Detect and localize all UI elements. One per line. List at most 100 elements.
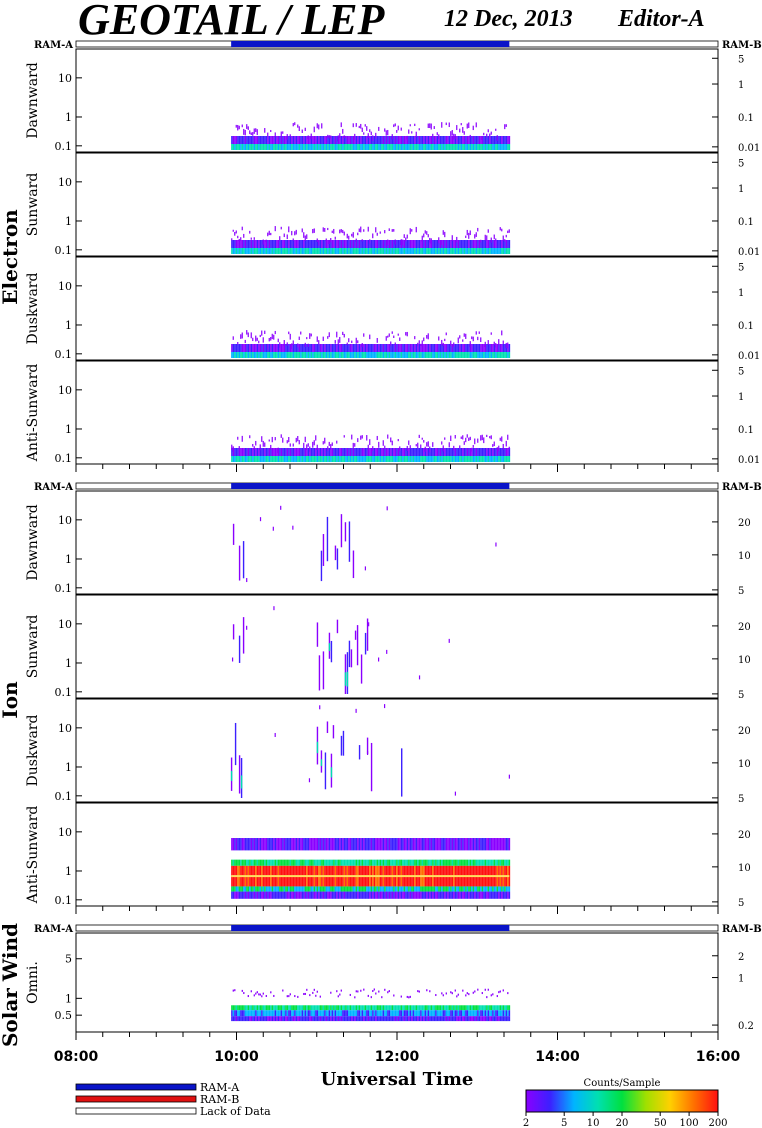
electron-panel-sunward: 10 1 0.1 5 1 0.1 0.01 Sunward — [25, 152, 760, 258]
panel-frame — [75, 698, 719, 803]
time-axis-ion — [75, 905, 719, 914]
mode-label-left: RAM-A — [34, 482, 73, 493]
mode-label-right: RAM-B — [722, 924, 762, 935]
left-tick-label: 0.1 — [55, 686, 73, 699]
solar-wind-panel-omni-: 5 1 0.5 2 1 0.2 Omni. — [25, 932, 754, 1033]
right-tick-label: 10 — [738, 551, 751, 562]
spectrogram-data — [231, 122, 511, 150]
panel-label: Sunward — [25, 173, 41, 237]
left-tick-label: 1 — [65, 761, 72, 774]
legend-swatch — [75, 1095, 197, 1103]
left-tick-label: 10 — [58, 618, 72, 631]
left-tick-label: 0.1 — [55, 348, 73, 361]
electron-panel-dawnward: 10 1 0.1 5 1 0.1 0.01 Dawnward — [25, 48, 760, 154]
panel-label: Sunward — [25, 615, 41, 679]
spectrogram-data — [231, 226, 511, 254]
ram-a-segment — [231, 41, 510, 47]
colorbar: Counts/Sample 2 5 10 20 50 100 200 — [523, 1078, 728, 1128]
mode-bar-2: RAM-A RAM-B — [34, 924, 762, 935]
spectrogram-data — [231, 838, 511, 899]
right-tick-label: 1 — [738, 392, 744, 403]
left-tick-label: 1 — [65, 657, 72, 670]
left-tick-label: 0.1 — [55, 452, 73, 465]
panel-frame — [75, 360, 719, 465]
right-tick-label: 20 — [738, 830, 751, 841]
x-axis-label: Universal Time — [321, 1069, 474, 1090]
right-tick-label: 0.01 — [738, 455, 760, 466]
right-tick-label: 20 — [738, 726, 751, 737]
left-tick-label: 10 — [58, 176, 72, 189]
right-tick-label: 5 — [738, 366, 744, 377]
left-tick-label: 1 — [65, 215, 72, 228]
colorbar-tick-label: 20 — [616, 1118, 629, 1128]
mode-label-left: RAM-A — [34, 40, 73, 51]
left-tick-label: 1 — [65, 319, 72, 332]
mode-bar-0: RAM-A RAM-B — [34, 40, 762, 51]
left-tick-label: 10 — [58, 826, 72, 839]
left-tick-label: 0.5 — [55, 1009, 73, 1022]
ion-panel-duskward: 10 1 0.1 20 10 5 Duskward — [25, 698, 751, 805]
figure-date: 12 Dec, 2013 — [444, 6, 573, 32]
right-tick-label: 0.01 — [738, 143, 760, 154]
mode-bar-1: RAM-A RAM-B — [34, 482, 762, 493]
left-tick-label: 0.1 — [55, 244, 73, 257]
right-tick-label: 10 — [738, 863, 751, 874]
right-tick-label: 1 — [738, 288, 744, 299]
group-label-electron: Electron — [0, 209, 22, 305]
time-axis-electron — [75, 463, 719, 472]
legend-label: RAM-A — [200, 1081, 240, 1094]
panel-label: Omni. — [25, 961, 41, 1004]
figure-editor: Editor-A — [618, 6, 705, 32]
time-axis-solar-wind — [75, 1031, 719, 1040]
spectrogram-data — [230, 704, 510, 798]
group-label-ion: Ion — [0, 681, 22, 719]
left-tick-label: 10 — [58, 280, 72, 293]
x-tick-label: 10:00 — [214, 1049, 259, 1065]
right-tick-label: 0.01 — [738, 351, 760, 362]
left-tick-label: 0.1 — [55, 894, 73, 907]
x-tick-label: 12:00 — [375, 1049, 420, 1065]
electron-panel-duskward: 10 1 0.1 5 1 0.1 0.01 Duskward — [25, 256, 760, 362]
spectrogram-data — [231, 606, 450, 694]
left-tick-label: 1 — [65, 992, 72, 1005]
colorbar-title: Counts/Sample — [584, 1078, 661, 1089]
legend-item: Lack of Data — [75, 1105, 271, 1118]
right-tick-label: 5 — [738, 262, 744, 273]
mode-label-right: RAM-B — [722, 40, 762, 51]
colorbar-gradient — [525, 1089, 719, 1113]
left-tick-label: 5 — [65, 953, 72, 966]
colorbar-tick-label: 10 — [587, 1118, 600, 1128]
left-tick-label: 1 — [65, 553, 72, 566]
ram-a-segment — [231, 925, 510, 931]
panel-label: Dawnward — [25, 62, 41, 139]
panel-label: Duskward — [25, 715, 41, 787]
x-tick-label: 16:00 — [696, 1049, 741, 1065]
colorbar-tick-label: 50 — [654, 1118, 667, 1128]
colorbar-tick-label: 2 — [523, 1118, 529, 1128]
left-tick-label: 10 — [58, 384, 72, 397]
colorbar-tick-label: 200 — [708, 1118, 727, 1128]
left-tick-label: 10 — [58, 722, 72, 735]
left-tick-label: 0.1 — [55, 140, 73, 153]
panel-label: Duskward — [25, 273, 41, 345]
legend-swatch — [75, 1107, 197, 1115]
left-tick-label: 10 — [58, 72, 72, 85]
right-tick-label: 1 — [738, 974, 744, 985]
legend-label: Lack of Data — [200, 1105, 271, 1118]
ion-panel-anti-sunward: 10 1 0.1 20 10 5 Anti-Sunward — [25, 802, 751, 909]
right-tick-label: 1 — [738, 184, 744, 195]
panel-frame — [75, 490, 719, 595]
right-tick-label: 0.1 — [738, 425, 754, 436]
right-tick-label: 5 — [738, 54, 744, 65]
spectrogram-data — [231, 988, 511, 1022]
right-tick-label: 10 — [738, 759, 751, 770]
spectrogram-data — [232, 505, 497, 583]
x-tick-label: 08:00 — [54, 1049, 99, 1065]
panel-label: Dawnward — [25, 504, 41, 581]
right-tick-label: 2 — [738, 952, 744, 963]
right-tick-label: 1 — [738, 80, 744, 91]
panel-label: Anti-Sunward — [25, 364, 41, 463]
mode-label-left: RAM-A — [34, 924, 73, 935]
left-tick-label: 10 — [58, 514, 72, 527]
